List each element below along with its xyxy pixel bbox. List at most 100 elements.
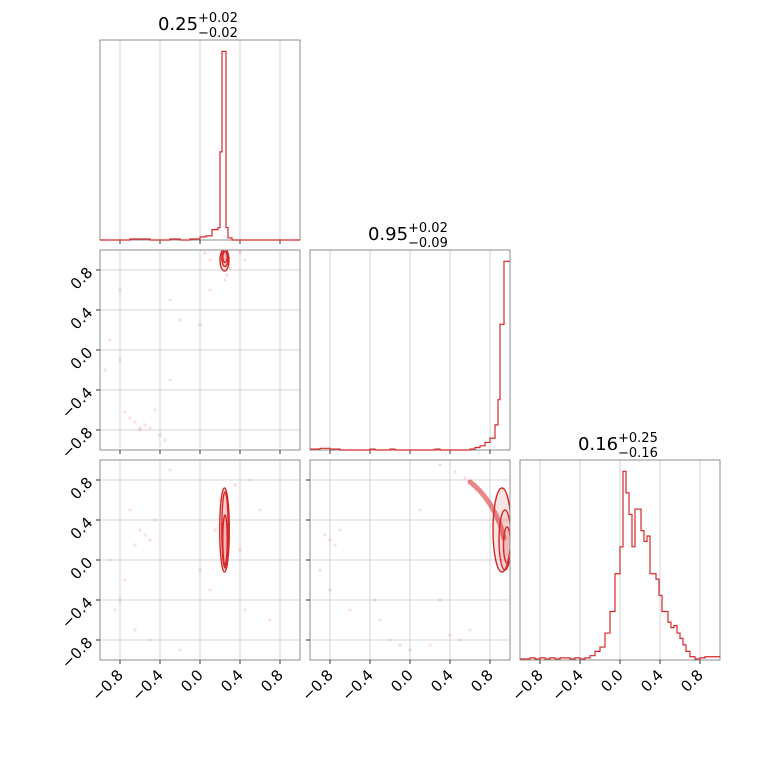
sample-point [153, 408, 157, 412]
sample-point [268, 618, 272, 622]
density-contour [219, 250, 230, 272]
sample-point [148, 638, 152, 642]
y-tick-label: 0.4 [67, 304, 97, 334]
y-tick-label: −0.8 [58, 424, 96, 462]
sample-point [198, 323, 202, 327]
sample-point [103, 368, 107, 372]
histogram-panel-p3: 0.16 +0.25−0.16 [519, 431, 721, 664]
sample-point [228, 266, 232, 270]
panel-content [318, 463, 510, 652]
x-tick-label: 0.4 [217, 666, 247, 696]
sample-point [123, 578, 127, 582]
sample-point [378, 618, 382, 622]
sample-point [373, 598, 377, 602]
sample-point [328, 588, 332, 592]
histogram-title: 0.25 [158, 14, 198, 35]
x-tick-label: 0.8 [257, 666, 287, 696]
y-tick-label: −0.4 [58, 384, 96, 422]
panel-content [108, 468, 272, 652]
title-error-plus: +0.02 [198, 11, 238, 26]
sample-point [178, 648, 182, 652]
x-tick-label: 0.4 [427, 666, 457, 696]
sample-point [233, 483, 237, 487]
sample-point [153, 518, 157, 522]
sample-point [138, 528, 142, 532]
sample-point [133, 420, 137, 424]
sample-point [208, 288, 212, 292]
title-error-minus: −0.02 [198, 26, 238, 41]
sample-point [225, 273, 229, 277]
y-tick-label: 0.4 [67, 514, 97, 544]
sample-point [398, 643, 402, 647]
density-fill [222, 515, 228, 565]
histogram-title: 0.16 [578, 434, 618, 455]
sample-point [258, 508, 262, 512]
title-error-plus: +0.25 [618, 431, 658, 446]
density-contour [218, 487, 230, 573]
histogram-panel-p1: 0.25 +0.02−0.02 [99, 11, 301, 244]
sample-point [168, 378, 172, 382]
x-tick-label: 0.0 [387, 666, 417, 696]
sample-point [108, 338, 112, 342]
x-tick-label: 0.0 [177, 666, 207, 696]
sample-point [248, 478, 252, 482]
density-fill [499, 510, 510, 570]
sample-point [238, 250, 242, 254]
sample-point [408, 648, 412, 652]
axis-labels: −0.8−0.40.00.40.8−0.8−0.40.00.40.8−0.8 −0… [58, 264, 707, 705]
x-tick-label: −0.8 [88, 666, 126, 704]
x-tick-label: 0.8 [467, 666, 497, 696]
sample-point [348, 608, 352, 612]
density-ridge [467, 479, 507, 541]
sample-point [118, 598, 122, 602]
sample-point [418, 508, 422, 512]
sample-point [123, 410, 127, 414]
sample-point [438, 598, 442, 602]
sample-point [453, 470, 457, 474]
title-error-plus: +0.02 [408, 221, 448, 236]
sample-point [128, 416, 132, 420]
density-fill [222, 251, 228, 263]
sample-point [428, 643, 432, 647]
title-error-minus: −0.09 [408, 236, 448, 251]
sample-point [328, 538, 332, 542]
sample-point [438, 463, 442, 467]
y-tick-label: −0.4 [58, 594, 96, 632]
panel-content [103, 250, 247, 442]
sample-point [463, 476, 467, 480]
x-tick-label: 0.8 [677, 666, 707, 696]
x-tick-label: −0.4 [128, 666, 166, 704]
sample-point [148, 426, 152, 430]
sample-point [168, 298, 172, 302]
sample-point [318, 568, 322, 572]
density-fill [493, 488, 510, 572]
sample-point [108, 558, 112, 562]
sample-point [388, 638, 392, 642]
sample-point [338, 528, 342, 532]
histogram-line [310, 260, 510, 451]
histogram-title: 0.95 [368, 224, 408, 245]
y-tick-label: 0.8 [67, 264, 97, 294]
sample-point [138, 426, 142, 430]
sample-point [238, 548, 242, 552]
y-tick-label: 0.0 [67, 554, 97, 584]
density-contour [222, 514, 228, 566]
sample-point [323, 533, 327, 537]
sample-point [243, 258, 247, 262]
sample-point [163, 438, 167, 442]
sample-point [223, 278, 227, 282]
x-tick-label: 0.0 [597, 666, 627, 696]
y-tick-label: −0.8 [58, 634, 96, 672]
sample-point [213, 528, 217, 532]
sample-point [178, 318, 182, 322]
sample-point [133, 628, 137, 632]
y-tick-label: 0.8 [67, 474, 97, 504]
x-tick-label: −0.8 [508, 666, 546, 704]
sample-point [128, 508, 132, 512]
sample-point [138, 428, 142, 432]
sample-point [333, 543, 337, 547]
density-contour [492, 487, 510, 573]
sample-point [448, 633, 452, 637]
density-contour [222, 250, 228, 264]
